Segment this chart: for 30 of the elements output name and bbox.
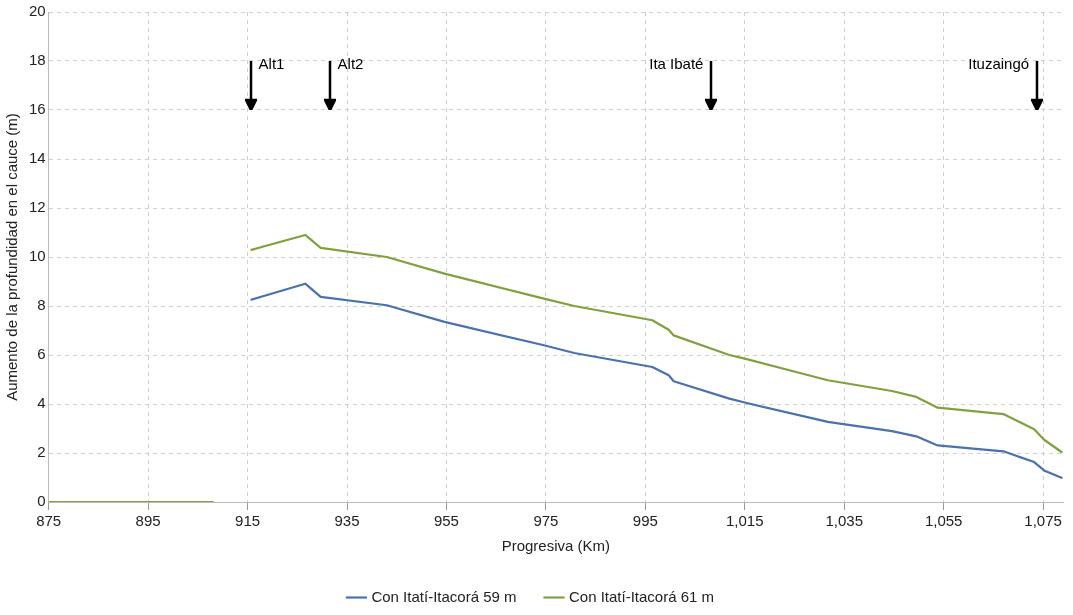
legend-label: Con Itatí-Itacorá 61 m bbox=[569, 587, 715, 605]
x-tick-label: 995 bbox=[632, 512, 658, 530]
x-tick-label: 895 bbox=[135, 512, 161, 530]
y-tick-label: 10 bbox=[29, 247, 46, 265]
x-tick-label: 1,035 bbox=[825, 512, 863, 530]
x-tick-label: 1,015 bbox=[726, 512, 764, 530]
x-axis-title: Progresiva (Km) bbox=[501, 537, 611, 555]
y-tick-label: 6 bbox=[37, 345, 46, 363]
ref-line-label: Ita Ibaté bbox=[649, 54, 704, 72]
x-tick-label: 875 bbox=[36, 512, 62, 530]
ref-line-label: Alt1 bbox=[258, 54, 285, 72]
y-tick-label: 12 bbox=[29, 198, 46, 216]
y-axis-title: Aumento de la profundidad en el cauce (m) bbox=[3, 113, 21, 401]
x-tick-label: 1,055 bbox=[924, 512, 963, 530]
y-tick-label: 18 bbox=[29, 51, 46, 69]
y-tick-label: 14 bbox=[29, 149, 46, 167]
y-tick-label: 20 bbox=[29, 2, 46, 20]
ref-line-label: Ituzaingó bbox=[968, 54, 1030, 72]
x-tick-label: 975 bbox=[533, 512, 559, 530]
x-tick-label: 915 bbox=[235, 512, 261, 530]
x-tick-label: 1,075 bbox=[1024, 512, 1062, 530]
y-tick-label: 4 bbox=[37, 394, 46, 412]
legend-label: Con Itatí-Itacorá 59 m bbox=[371, 587, 517, 605]
x-tick-label: 935 bbox=[334, 512, 360, 530]
ref-line-label: Alt2 bbox=[337, 54, 364, 72]
y-tick-label: 2 bbox=[37, 443, 46, 461]
y-tick-label: 8 bbox=[37, 296, 46, 314]
y-tick-label: 16 bbox=[29, 100, 46, 118]
x-tick-label: 955 bbox=[433, 512, 459, 530]
y-tick-label: 0 bbox=[37, 492, 46, 510]
